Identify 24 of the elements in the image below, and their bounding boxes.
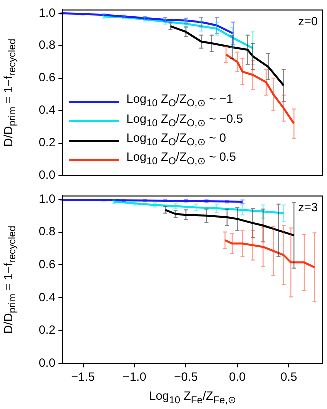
y-tick-label: 0.2 (38, 323, 56, 338)
y-tick-label: 0.6 (38, 70, 56, 85)
annotation: z=0 (298, 14, 318, 29)
annotation: z=3 (298, 200, 318, 215)
x-axis-title: Log$_{10}$ Z$_{Fe}$/Z$_{Fe,⊙}$ (148, 388, 238, 406)
y-tick-label: 1.0 (38, 192, 56, 206)
y-tick-label: 1.0 (38, 6, 56, 20)
x-tick-label: −0.5 (174, 370, 198, 384)
x-tick-label: 0.0 (229, 370, 246, 384)
y-tick-label: 0.6 (38, 257, 56, 272)
y-tick-label: 0.0 (38, 168, 56, 182)
legend-label: Log$_{10}$ Z$_{O}$/Z$_{O,⊙}$ ~ 0 (126, 131, 226, 150)
legend-label: Log$_{10}$ Z$_{O}$/Z$_{O,⊙}$ ~ −1 (126, 92, 234, 112)
y-tick-label: 0.8 (38, 224, 56, 239)
y-tick-label: 0.4 (38, 290, 56, 304)
y-tick-label: 0.2 (38, 136, 56, 150)
y-tick-label: 0.0 (38, 356, 56, 370)
legend-label: Log$_{10}$ Z$_{O}$/Z$_{O,⊙}$ ~ 0.5 (126, 150, 236, 170)
x-tick-label: −1.5 (71, 370, 96, 384)
legend-label: Log$_{10}$ Z$_{O}$/Z$_{O,⊙}$ ~ −0.5 (126, 112, 244, 132)
x-tick-label: 0.5 (280, 370, 298, 384)
y-tick-label: 0.8 (38, 38, 56, 52)
y-tick-label: 0.4 (38, 103, 56, 118)
x-tick-label: −1.0 (122, 370, 147, 384)
